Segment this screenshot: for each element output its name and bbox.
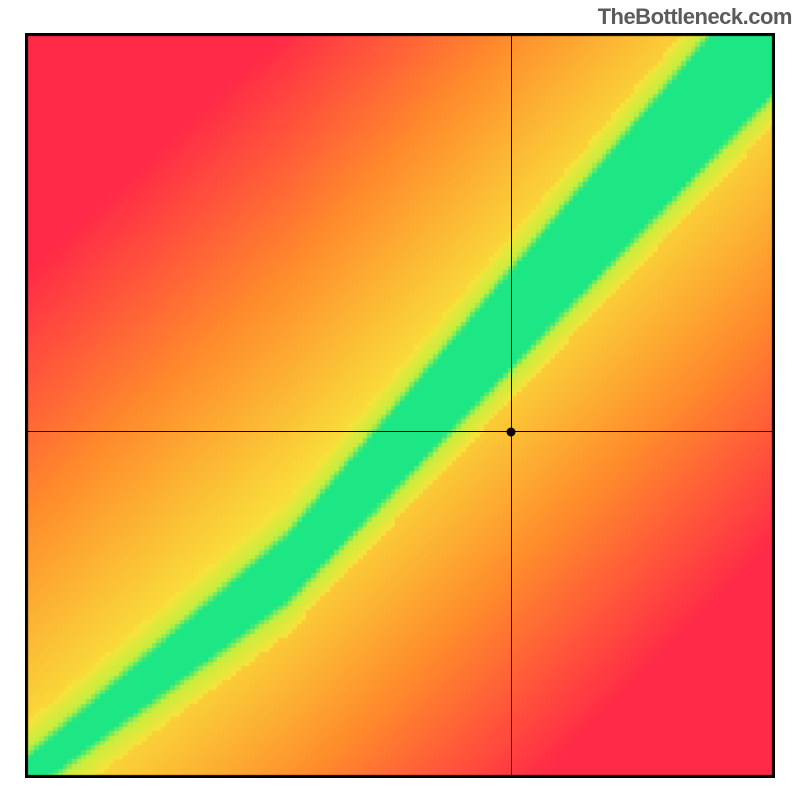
heatmap-canvas	[25, 33, 775, 778]
crosshair-horizontal-line	[25, 431, 775, 432]
crosshair-marker-dot	[507, 427, 516, 436]
bottleneck-heatmap	[25, 33, 775, 778]
watermark-text: TheBottleneck.com	[598, 4, 792, 30]
crosshair-vertical-line	[511, 33, 512, 778]
